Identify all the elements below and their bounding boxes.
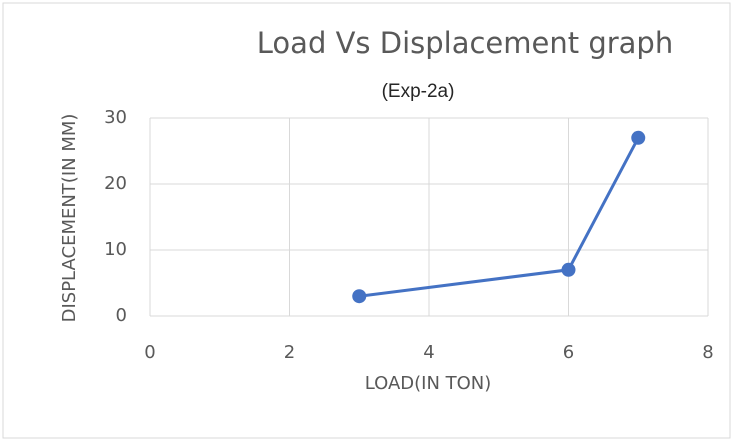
y-tick-label: 20 — [104, 173, 127, 194]
x-tick-label: 4 — [423, 342, 434, 363]
x-tick-label: 8 — [702, 342, 713, 363]
x-tick-label: 2 — [284, 342, 295, 363]
data-point — [631, 130, 646, 145]
data-point — [561, 262, 576, 277]
x-tick-label: 6 — [563, 342, 574, 363]
y-tick-label: 0 — [116, 305, 127, 326]
data-point — [352, 289, 367, 304]
y-axis-label: DISPLACEMENT(IN MM) — [59, 114, 80, 323]
y-tick-label: 30 — [104, 107, 127, 128]
chart-title: Load Vs Displacement graph — [257, 26, 673, 60]
x-tick-label: 0 — [144, 342, 155, 363]
y-tick-label: 10 — [104, 239, 127, 260]
x-axis-label: LOAD(IN TON) — [365, 373, 492, 394]
chart-subtitle: (Exp-2a) — [382, 81, 455, 102]
